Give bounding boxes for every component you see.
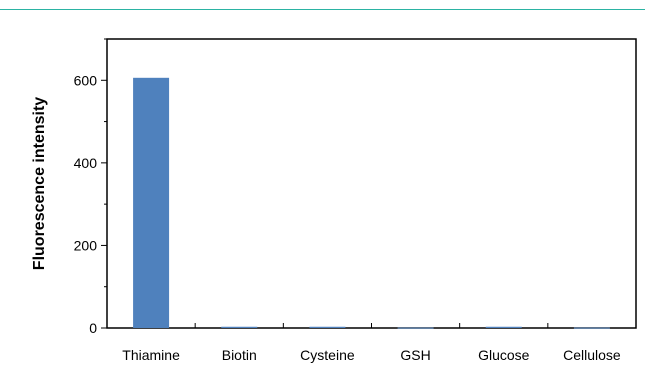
- x-tick-label: Glucose: [478, 347, 530, 363]
- y-axis-label: Fluorescence intensity: [31, 97, 48, 270]
- header-divider: [0, 9, 645, 10]
- y-tick-label: 600: [74, 72, 98, 88]
- bar-thiamine: [133, 77, 170, 329]
- bar-cellulose: [573, 327, 610, 329]
- bar-glucose: [485, 326, 522, 328]
- x-tick-label: Cellulose: [563, 347, 621, 363]
- y-tick-label: 400: [74, 155, 98, 171]
- bar-biotin: [221, 326, 258, 328]
- x-tick-label: Thiamine: [122, 347, 180, 363]
- x-tick-label: Biotin: [222, 347, 257, 363]
- x-tick-label: GSH: [400, 347, 430, 363]
- y-tick-label: 0: [89, 320, 97, 336]
- plot-area: [106, 38, 637, 329]
- bar-cysteine: [309, 326, 346, 328]
- y-tick-label: 200: [74, 237, 98, 253]
- x-tick-label: Cysteine: [300, 347, 355, 363]
- bar-gsh: [397, 327, 434, 329]
